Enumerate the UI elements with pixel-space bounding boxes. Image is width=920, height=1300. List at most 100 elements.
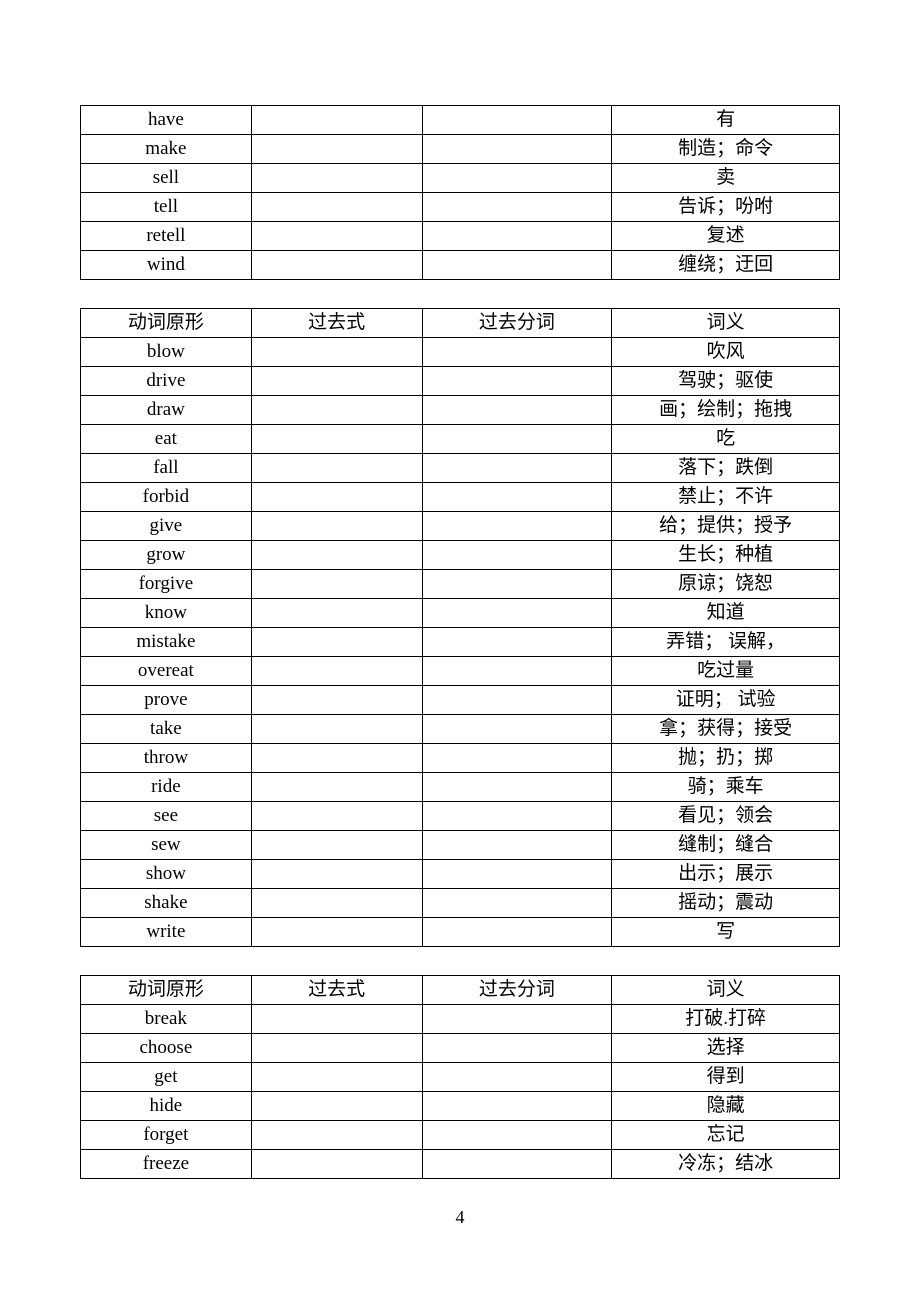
table-row: break打破.打碎 bbox=[81, 1005, 840, 1034]
table-row: make 制造；命令 bbox=[81, 135, 840, 164]
table-row: forbid 禁止；不许 bbox=[81, 483, 840, 512]
past-participle-cell bbox=[422, 599, 612, 628]
past-participle-cell bbox=[422, 773, 612, 802]
header-meaning: 词义 bbox=[612, 976, 840, 1005]
past-tense-cell bbox=[251, 802, 422, 831]
meaning-cell: 选择 bbox=[612, 1034, 840, 1063]
past-tense-cell bbox=[251, 396, 422, 425]
past-tense-cell bbox=[251, 222, 422, 251]
table-row: know知道 bbox=[81, 599, 840, 628]
verb-cell: see bbox=[81, 802, 252, 831]
header-participle: 过去分词 bbox=[422, 976, 612, 1005]
verb-cell: show bbox=[81, 860, 252, 889]
verb-cell: shake bbox=[81, 889, 252, 918]
verb-cell: hide bbox=[81, 1092, 252, 1121]
table-row: give给；提供；授予 bbox=[81, 512, 840, 541]
verb-cell: sell bbox=[81, 164, 252, 193]
past-participle-cell bbox=[422, 483, 612, 512]
meaning-cell: 禁止；不许 bbox=[612, 483, 840, 512]
meaning-cell: 看见；领会 bbox=[612, 802, 840, 831]
table-row: fall落下；跌倒 bbox=[81, 454, 840, 483]
past-participle-cell bbox=[422, 1034, 612, 1063]
past-participle-cell bbox=[422, 918, 612, 947]
past-participle-cell bbox=[422, 686, 612, 715]
past-participle-cell bbox=[422, 1092, 612, 1121]
table-row: show出示；展示 bbox=[81, 860, 840, 889]
past-participle-cell bbox=[422, 367, 612, 396]
header-verb: 动词原形 bbox=[81, 309, 252, 338]
past-tense-cell bbox=[251, 512, 422, 541]
table-header-row: 动词原形 过去式 过去分词 词义 bbox=[81, 976, 840, 1005]
verb-cell: throw bbox=[81, 744, 252, 773]
past-tense-cell bbox=[251, 338, 422, 367]
meaning-cell: 驾驶；驱使 bbox=[612, 367, 840, 396]
table-row: prove 证明； 试验 bbox=[81, 686, 840, 715]
meaning-cell: 制造；命令 bbox=[612, 135, 840, 164]
table-row: drive 驾驶；驱使 bbox=[81, 367, 840, 396]
meaning-cell: 拿；获得；接受 bbox=[612, 715, 840, 744]
meaning-cell: 抛；扔；掷 bbox=[612, 744, 840, 773]
verb-cell: take bbox=[81, 715, 252, 744]
past-tense-cell bbox=[251, 1063, 422, 1092]
table-row: overeat吃过量 bbox=[81, 657, 840, 686]
past-tense-cell bbox=[251, 425, 422, 454]
past-tense-cell bbox=[251, 1150, 422, 1179]
page-number: 4 bbox=[80, 1207, 840, 1228]
past-participle-cell bbox=[422, 541, 612, 570]
table-row: eat吃 bbox=[81, 425, 840, 454]
verb-cell: blow bbox=[81, 338, 252, 367]
meaning-cell: 吹风 bbox=[612, 338, 840, 367]
verb-cell: drive bbox=[81, 367, 252, 396]
past-participle-cell bbox=[422, 106, 612, 135]
past-participle-cell bbox=[422, 135, 612, 164]
verb-cell: overeat bbox=[81, 657, 252, 686]
past-tense-cell bbox=[251, 599, 422, 628]
table-row: wind 缠绕；迂回 bbox=[81, 251, 840, 280]
verb-cell: write bbox=[81, 918, 252, 947]
table-row: forgive原谅；饶恕 bbox=[81, 570, 840, 599]
verb-cell: ride bbox=[81, 773, 252, 802]
past-tense-cell bbox=[251, 1121, 422, 1150]
meaning-cell: 骑；乘车 bbox=[612, 773, 840, 802]
meaning-cell: 复述 bbox=[612, 222, 840, 251]
past-participle-cell bbox=[422, 251, 612, 280]
meaning-cell: 生长；种植 bbox=[612, 541, 840, 570]
past-tense-cell bbox=[251, 541, 422, 570]
verb-cell: fall bbox=[81, 454, 252, 483]
verb-cell: forbid bbox=[81, 483, 252, 512]
verb-cell: make bbox=[81, 135, 252, 164]
past-participle-cell bbox=[422, 657, 612, 686]
table-row: retell 复述 bbox=[81, 222, 840, 251]
verb-cell: retell bbox=[81, 222, 252, 251]
past-tense-cell bbox=[251, 1092, 422, 1121]
verb-cell: prove bbox=[81, 686, 252, 715]
past-tense-cell bbox=[251, 831, 422, 860]
verb-cell: get bbox=[81, 1063, 252, 1092]
past-participle-cell bbox=[422, 193, 612, 222]
meaning-cell: 告诉；吩咐 bbox=[612, 193, 840, 222]
verb-cell: choose bbox=[81, 1034, 252, 1063]
past-participle-cell bbox=[422, 425, 612, 454]
past-participle-cell bbox=[422, 512, 612, 541]
meaning-cell: 弄错； 误解， bbox=[612, 628, 840, 657]
past-tense-cell bbox=[251, 193, 422, 222]
meaning-cell: 证明； 试验 bbox=[612, 686, 840, 715]
header-verb: 动词原形 bbox=[81, 976, 252, 1005]
verb-cell: grow bbox=[81, 541, 252, 570]
meaning-cell: 缝制；缝合 bbox=[612, 831, 840, 860]
meaning-cell: 原谅；饶恕 bbox=[612, 570, 840, 599]
past-participle-cell bbox=[422, 831, 612, 860]
table-row: blow 吹风 bbox=[81, 338, 840, 367]
table-row: sew缝制；缝合 bbox=[81, 831, 840, 860]
meaning-cell: 缠绕；迂回 bbox=[612, 251, 840, 280]
verb-cell: wind bbox=[81, 251, 252, 280]
past-tense-cell bbox=[251, 744, 422, 773]
past-participle-cell bbox=[422, 1005, 612, 1034]
past-tense-cell bbox=[251, 367, 422, 396]
table-row: hide隐藏 bbox=[81, 1092, 840, 1121]
past-tense-cell bbox=[251, 251, 422, 280]
past-participle-cell bbox=[422, 164, 612, 193]
verb-cell: eat bbox=[81, 425, 252, 454]
past-tense-cell bbox=[251, 164, 422, 193]
table-row: mistake弄错； 误解， bbox=[81, 628, 840, 657]
